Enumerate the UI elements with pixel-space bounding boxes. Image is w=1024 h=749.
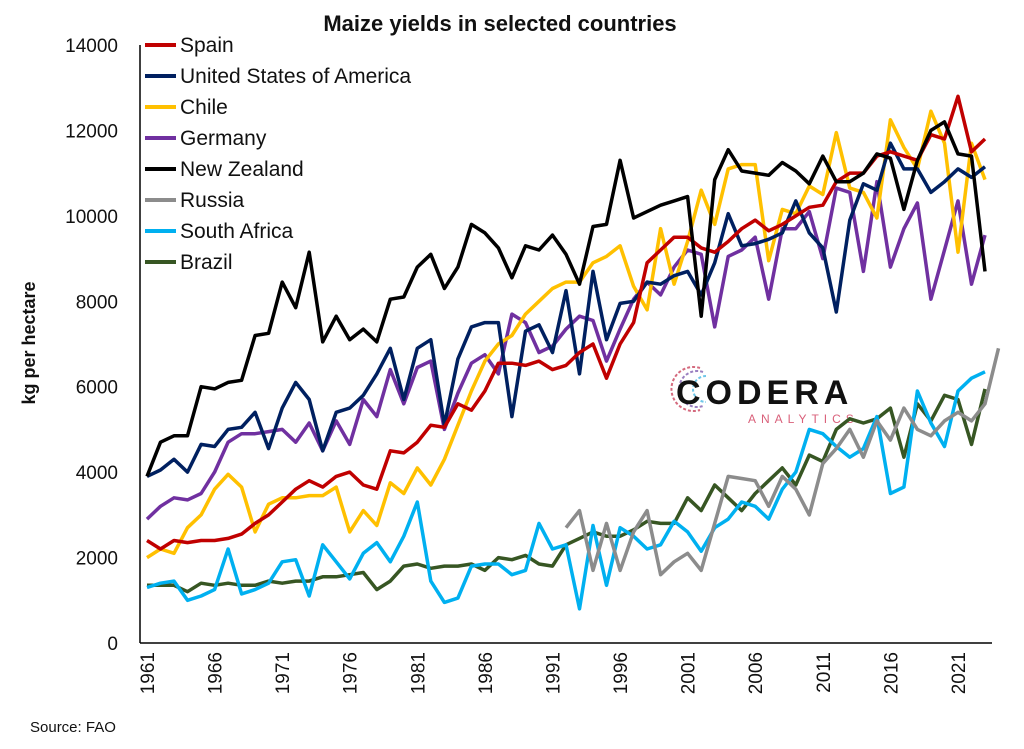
x-tick-label: 1991: [543, 652, 564, 694]
legend-label: South Africa: [180, 220, 294, 243]
series-line-brazil: [147, 388, 987, 594]
legend-label: Chile: [180, 96, 228, 119]
legend-label: New Zealand: [180, 158, 304, 181]
x-tick-label: 1981: [408, 652, 429, 694]
x-tick-label: 1966: [206, 652, 227, 694]
legend-item: Spain: [145, 34, 234, 57]
y-tick-label: 10000: [65, 207, 118, 228]
legend-item: South Africa: [145, 220, 294, 243]
series-line-russia: [564, 347, 1001, 577]
y-tick-label: 4000: [76, 463, 118, 484]
source-note: Source: FAO: [30, 719, 116, 736]
x-tick-label: 1971: [273, 652, 294, 694]
legend-item: New Zealand: [145, 158, 304, 181]
x-tick-label: 2011: [814, 652, 835, 693]
legend-item: Germany: [145, 127, 267, 150]
legend-label: Russia: [180, 189, 245, 212]
series-line-germany: [145, 179, 987, 521]
y-tick-label: 0: [107, 634, 118, 655]
logo-mark-icon: [670, 366, 707, 412]
legend-label: Spain: [180, 34, 234, 57]
legend-item: Russia: [145, 189, 245, 212]
series-line-united-states-of-america: [146, 141, 987, 478]
logo-subtitle: ANALYTICS: [748, 412, 859, 426]
y-tick-label: 8000: [76, 292, 118, 313]
legend-label: Germany: [180, 127, 267, 150]
y-tick-label: 14000: [65, 36, 118, 57]
y-tick-label: 2000: [76, 549, 118, 570]
legend-label: United States of America: [180, 65, 411, 88]
codera-analytics-logo: CODERA ANALYTICS: [670, 366, 859, 426]
logo-name: CODERA: [676, 374, 853, 412]
series-line-south-africa: [146, 370, 986, 611]
x-tick-label: 1986: [476, 652, 497, 694]
x-tick-label: 2016: [881, 652, 902, 694]
legend-label: Brazil: [180, 251, 233, 274]
chart-title: Maize yields in selected countries: [323, 11, 676, 36]
x-tick-label: 2021: [949, 652, 970, 694]
x-tick-label: 1996: [611, 652, 632, 694]
y-tick-label: 12000: [65, 121, 118, 142]
legend-item: United States of America: [145, 65, 411, 88]
x-tick-label: 2001: [679, 652, 700, 694]
y-tick-label: 6000: [76, 378, 118, 399]
legend-item: Chile: [145, 96, 228, 119]
x-tick-label: 1976: [341, 652, 362, 694]
y-axis-label: kg per hectare: [19, 281, 39, 404]
x-tick-label: 2006: [746, 652, 767, 694]
series-line-spain: [146, 94, 987, 551]
series-line-new-zealand: [145, 120, 987, 478]
x-tick-label: 1961: [138, 652, 159, 694]
legend-item: Brazil: [145, 251, 233, 274]
